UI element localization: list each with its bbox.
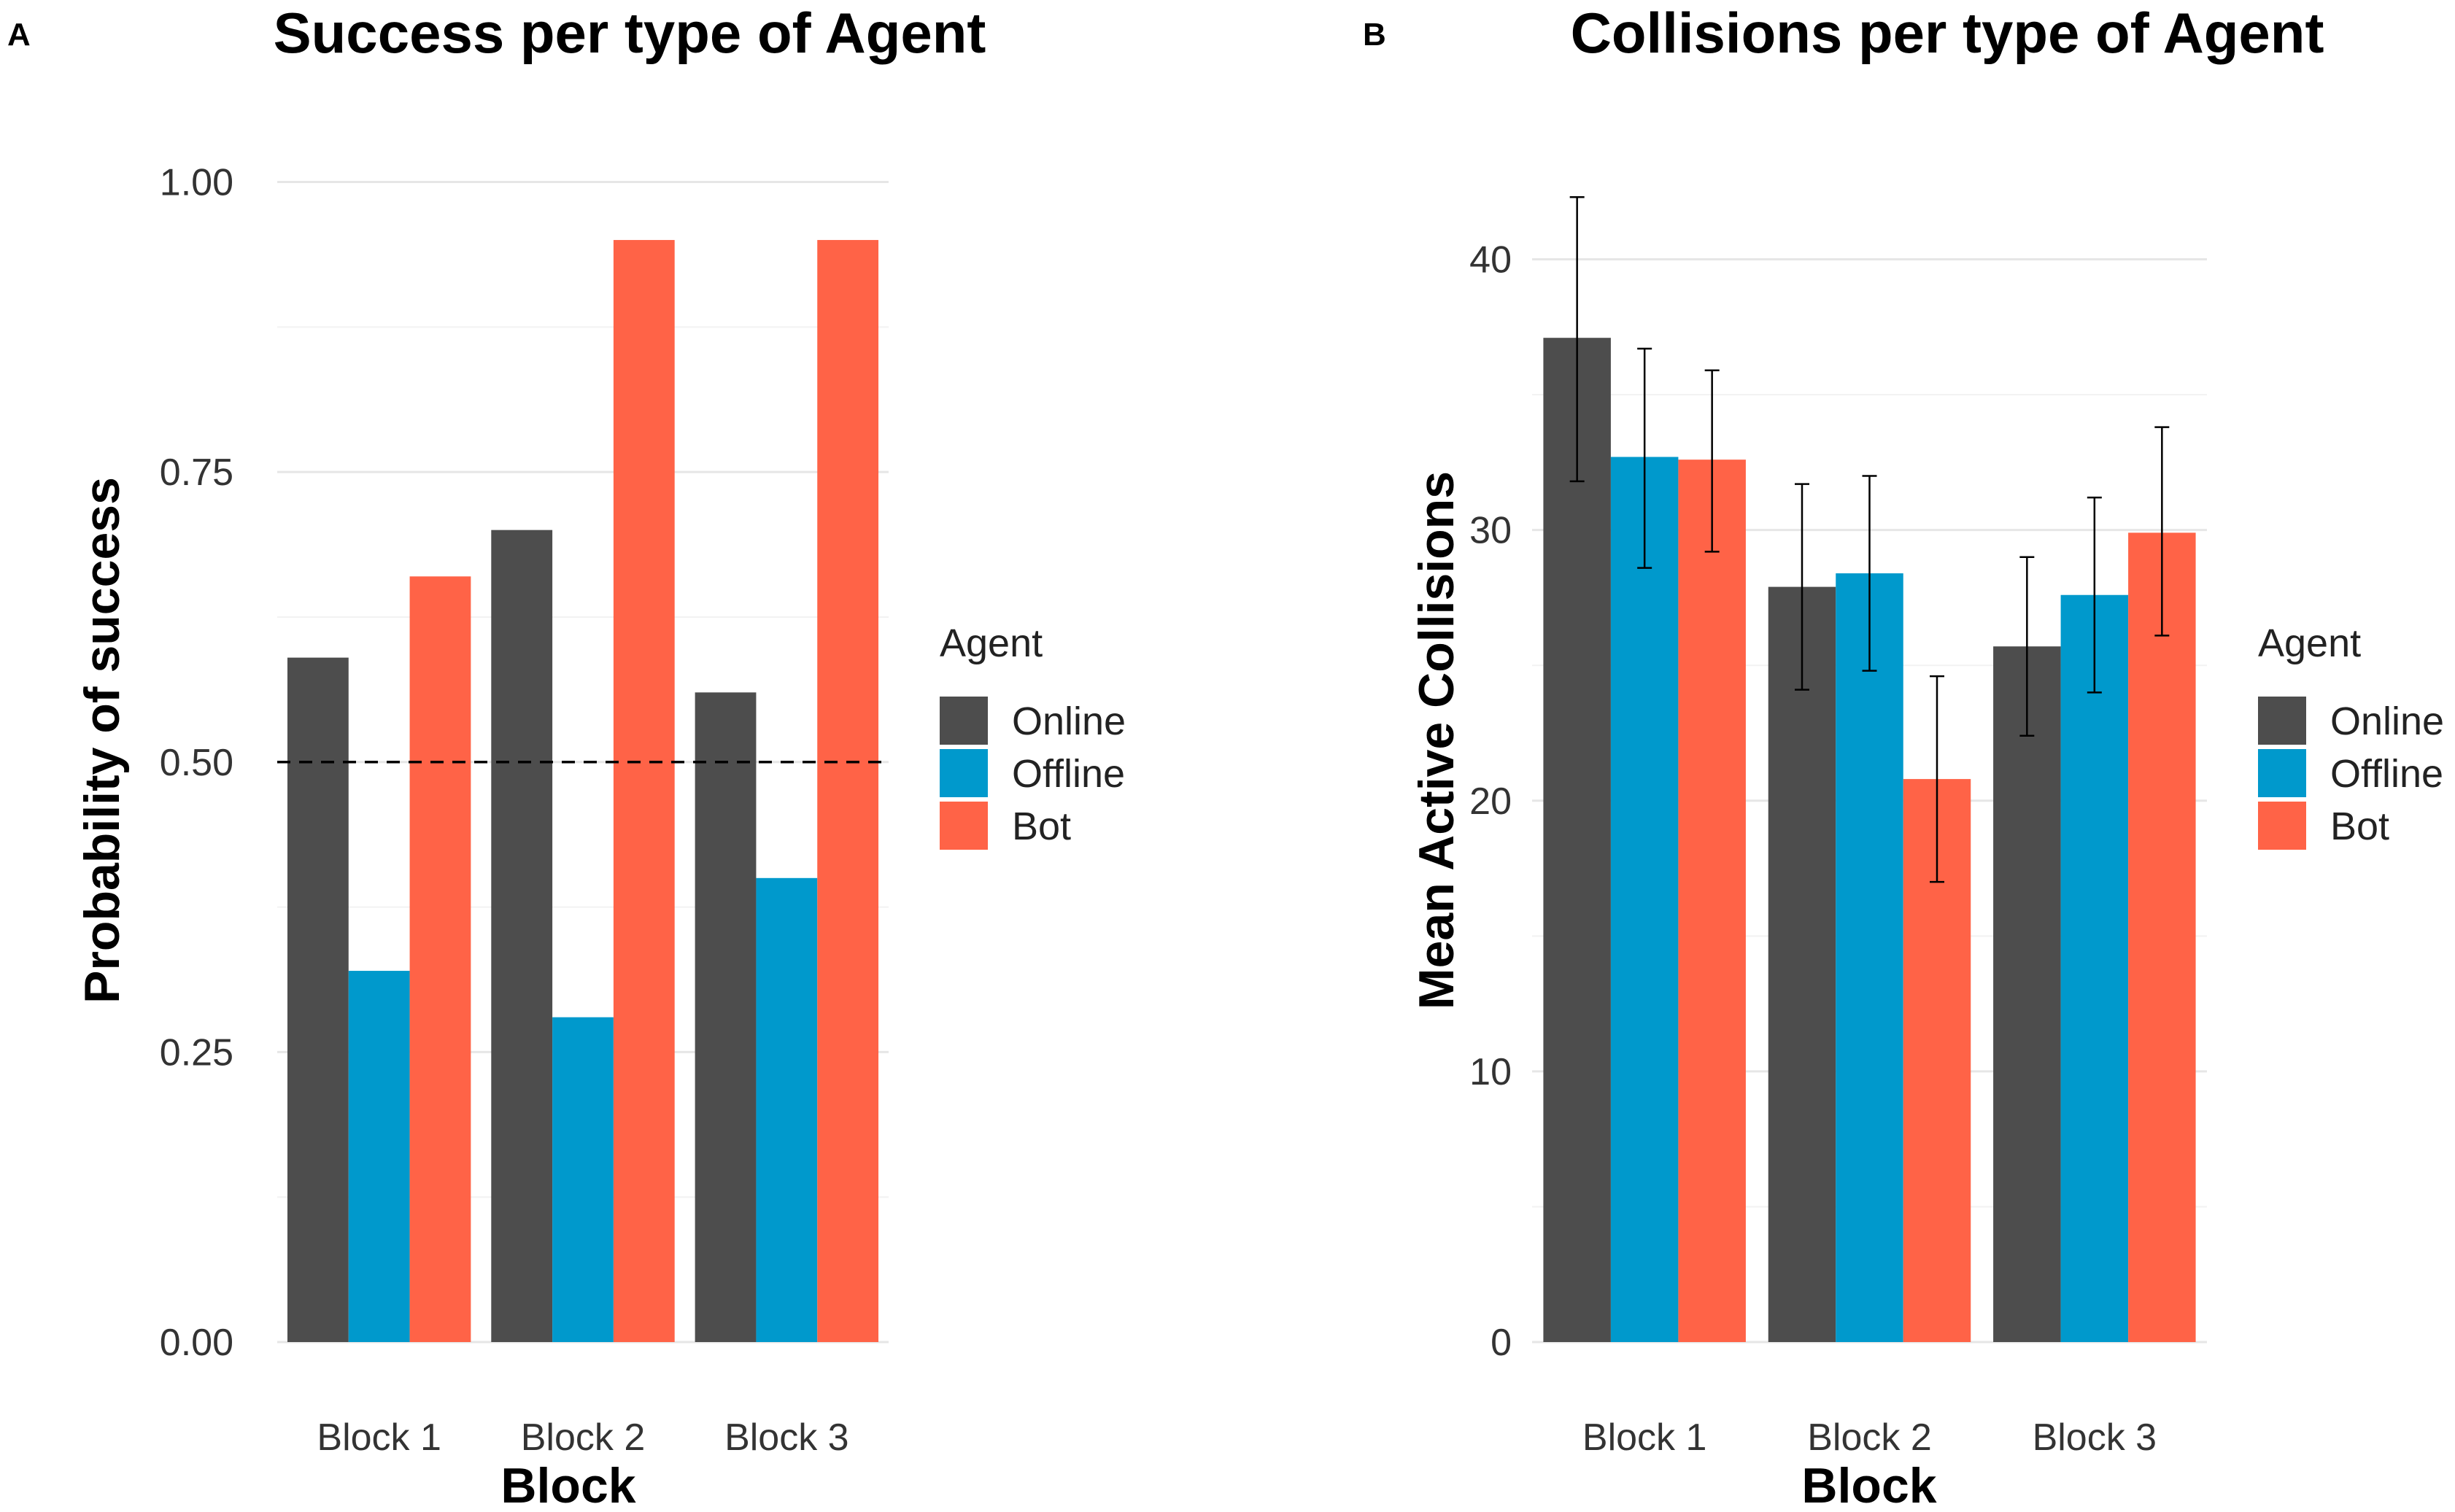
legend-label-offline: Offline bbox=[2330, 752, 2443, 796]
bar-bot-2 bbox=[613, 240, 675, 1342]
bar-online-3 bbox=[695, 692, 757, 1342]
bar-bot-1 bbox=[409, 576, 471, 1343]
x-tick-label: Block 2 bbox=[521, 1416, 646, 1459]
bar-bot-3 bbox=[817, 240, 879, 1342]
legend: Agent Online Offline Bot bbox=[2258, 621, 2444, 850]
chart-title: Success per type of Agent bbox=[274, 1, 986, 65]
y-tick-label: 0.50 bbox=[160, 742, 233, 784]
legend: Agent Online Offline Bot bbox=[940, 621, 1126, 850]
legend-swatch-offline bbox=[940, 749, 988, 797]
legend-swatch-offline bbox=[2258, 749, 2306, 797]
legend-swatch-bot bbox=[2258, 802, 2306, 850]
x-tick-label: Block 3 bbox=[2033, 1416, 2157, 1459]
y-tick-label: 0.25 bbox=[160, 1031, 233, 1074]
y-tick-label: 0.75 bbox=[160, 451, 233, 494]
x-tick-label: Block 2 bbox=[1807, 1416, 1932, 1459]
y-tick-label: 0.00 bbox=[160, 1322, 233, 1364]
y-tick-label: 10 bbox=[1469, 1051, 1512, 1093]
bar-offline-2 bbox=[1836, 573, 1903, 1342]
y-tick-label: 20 bbox=[1469, 780, 1512, 823]
legend-swatch-bot bbox=[940, 802, 988, 850]
bar-online-1 bbox=[1543, 338, 1611, 1343]
y-tick-label: 30 bbox=[1469, 510, 1512, 552]
legend-label-bot: Bot bbox=[2330, 805, 2389, 848]
bar-offline-3 bbox=[2060, 594, 2129, 1342]
y-tick-label: 0 bbox=[1491, 1322, 1512, 1364]
bar-online-2 bbox=[1768, 586, 1836, 1342]
legend-title: Agent bbox=[2258, 621, 2361, 665]
legend-label-online: Online bbox=[2330, 699, 2444, 743]
y-tick-label: 1.00 bbox=[160, 162, 233, 204]
legend-label-online: Online bbox=[1012, 699, 1126, 743]
x-tick-label: Block 1 bbox=[1582, 1416, 1707, 1459]
bar-online-2 bbox=[491, 530, 553, 1342]
x-axis-title: Block bbox=[1801, 1458, 1936, 1512]
bar-offline-2 bbox=[552, 1017, 614, 1342]
bar-bot-3 bbox=[2128, 532, 2196, 1342]
bar-offline-3 bbox=[756, 877, 818, 1342]
bar-online-3 bbox=[1993, 646, 2061, 1342]
panel-a: A Success per type of Agent 0.00 0.25 0.50 0.… bbox=[7, 1, 1126, 1512]
y-tick-label: 40 bbox=[1469, 239, 1512, 282]
legend-swatch-online bbox=[2258, 697, 2306, 745]
panel-b: B Collisions per type of Agent 0 10 20 30 40 Bl… bbox=[1363, 1, 2444, 1512]
bar-offline-1 bbox=[1610, 457, 1679, 1342]
x-tick-label: Block 1 bbox=[317, 1416, 441, 1459]
panel-letter: B bbox=[1363, 17, 1386, 53]
bar-bot-1 bbox=[1678, 460, 1746, 1343]
x-axis-title: Block bbox=[500, 1458, 635, 1512]
chart-title: Collisions per type of Agent bbox=[1571, 1, 2324, 65]
bar-online-1 bbox=[287, 657, 349, 1342]
x-tick-label: Block 3 bbox=[724, 1416, 849, 1459]
legend-label-bot: Bot bbox=[1012, 805, 1071, 848]
y-axis-title: Probability of success bbox=[74, 477, 130, 1004]
y-axis-title: Mean Active Collisions bbox=[1409, 471, 1464, 1009]
legend-title: Agent bbox=[940, 621, 1043, 665]
bar-offline-1 bbox=[348, 971, 410, 1342]
legend-swatch-online bbox=[940, 697, 988, 745]
legend-label-offline: Offline bbox=[1012, 752, 1125, 796]
panel-letter: A bbox=[7, 17, 31, 53]
